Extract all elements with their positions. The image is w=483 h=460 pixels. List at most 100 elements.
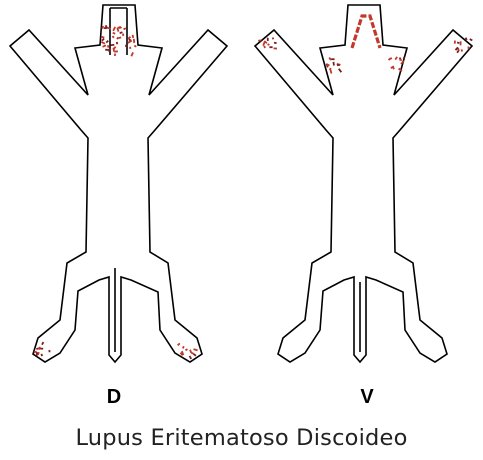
ventral-view-label: V xyxy=(360,386,374,408)
lesion-mark xyxy=(123,27,127,31)
lesion-mark xyxy=(41,341,45,346)
lesion-mark xyxy=(189,349,193,354)
lesion-mark xyxy=(329,67,332,71)
lesion-mark xyxy=(111,35,115,39)
lesion-mark xyxy=(112,26,117,32)
lesion-mark xyxy=(453,40,456,44)
lesion-mark xyxy=(114,50,119,53)
lesion-mark xyxy=(193,348,198,352)
lesion-mark xyxy=(105,40,109,44)
dorsal-view-label: D xyxy=(107,386,121,408)
lesion-mark xyxy=(336,63,340,67)
lesion-mark xyxy=(263,40,268,44)
lesion-mark xyxy=(182,345,185,349)
lesion-mark xyxy=(460,49,463,52)
lesion-mark xyxy=(387,57,392,61)
lesion-mark xyxy=(113,53,117,57)
lesion-mark xyxy=(116,27,120,32)
lesion-mark xyxy=(105,48,110,51)
lesion-mark xyxy=(181,350,185,356)
lesion-mark xyxy=(326,64,330,66)
ventral-lesions-left-hand xyxy=(258,37,277,50)
ventral-nasal-lesion xyxy=(350,14,382,49)
lesion-mark xyxy=(119,31,123,35)
lesion-mark xyxy=(132,38,136,44)
lesion-mark xyxy=(40,353,43,357)
lesion-mark xyxy=(106,26,111,30)
lesion-mark xyxy=(103,27,107,30)
lesion-mark xyxy=(130,52,134,57)
lesion-mark xyxy=(101,38,105,42)
dorsal-body-outline xyxy=(9,4,228,363)
lesion-mark xyxy=(101,25,105,30)
lesion-mark xyxy=(127,39,133,44)
lesion-mark xyxy=(454,46,459,51)
lesion-mark xyxy=(467,46,470,50)
lesion-mark xyxy=(185,348,188,352)
lesion-mark xyxy=(118,36,122,40)
lesion-mark xyxy=(118,25,123,29)
lesion-mark xyxy=(110,43,115,47)
ventral-lesions-right-axilla xyxy=(387,56,405,73)
lesion-mark xyxy=(112,31,116,35)
lesion-mark xyxy=(112,47,115,52)
lesion-mark xyxy=(329,69,333,74)
lesion-mark xyxy=(464,37,468,41)
diagram-caption: Lupus Eritematoso Discoideo xyxy=(75,425,408,451)
lesion-mark xyxy=(394,56,398,61)
lesion-mark xyxy=(258,39,262,42)
lesion-mark xyxy=(115,41,119,45)
lesion-mark xyxy=(273,47,277,50)
lesion-mark xyxy=(100,41,106,45)
lesion-mark xyxy=(269,46,273,49)
lesion-mark xyxy=(100,35,105,39)
lesion-mark xyxy=(38,346,41,350)
lesion-mark xyxy=(133,44,137,48)
lesion-mark xyxy=(332,61,335,66)
lesion-mark xyxy=(129,46,132,49)
lesion-mark xyxy=(127,36,132,40)
lesion-mark xyxy=(104,25,108,29)
lesion-mark xyxy=(116,36,119,40)
lesion-mark xyxy=(400,60,405,65)
lesion-mark xyxy=(117,26,121,29)
lesion-mark xyxy=(456,41,460,45)
lesion-mark xyxy=(108,49,112,53)
dorsal-figure xyxy=(9,4,228,363)
lesion-mark xyxy=(177,342,181,347)
dorsal-lesions-head xyxy=(100,25,137,57)
lesion-mark xyxy=(263,45,266,49)
ventral-figure xyxy=(254,4,473,363)
lesion-mark xyxy=(391,66,395,70)
lesion-mark xyxy=(131,34,135,39)
lesion-mark xyxy=(125,44,128,48)
lesion-mark xyxy=(271,37,274,40)
lesion-mark xyxy=(33,350,37,354)
lesion-mark xyxy=(402,56,405,60)
lesion-mark xyxy=(459,41,462,46)
lesion-mark xyxy=(399,58,403,62)
lesion-mark xyxy=(266,37,269,41)
lesion-mark xyxy=(273,41,277,44)
dorsal-lesions-right-foot xyxy=(177,342,198,360)
ventral-body-outline xyxy=(254,4,473,363)
lesion-mark xyxy=(267,43,270,46)
lesion-mark xyxy=(122,33,125,37)
lesion-mark xyxy=(35,351,39,357)
lesion-mark xyxy=(107,45,110,48)
lesion-mark xyxy=(338,68,343,73)
lesion-mark xyxy=(102,44,107,48)
lesion-mark xyxy=(331,58,335,61)
lesion-mark xyxy=(179,352,184,356)
lesion-mark xyxy=(48,350,51,353)
lesion-mark xyxy=(469,38,473,42)
lesion-mark xyxy=(328,57,332,61)
lesion-mark xyxy=(398,67,403,73)
lesion-mark xyxy=(192,353,197,357)
lesion-mark xyxy=(39,347,44,350)
ventral-lesions-right-hand xyxy=(453,37,473,54)
lesion-mark xyxy=(188,355,193,360)
ventral-lesions-left-axilla xyxy=(325,57,343,74)
dorsal-lesions-left-foot xyxy=(33,341,51,357)
